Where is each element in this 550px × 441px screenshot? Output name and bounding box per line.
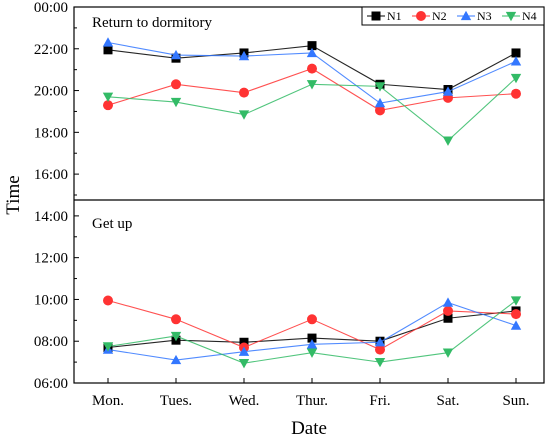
legend-marker <box>505 11 517 22</box>
data-point <box>307 41 317 51</box>
data-point <box>443 313 453 323</box>
data-point <box>510 296 522 306</box>
data-point <box>102 37 114 47</box>
data-point <box>238 110 250 120</box>
data-point <box>103 100 113 111</box>
data-point <box>306 47 318 58</box>
y-tick-label: 20:00 <box>34 84 68 100</box>
data-point <box>442 136 454 146</box>
data-point <box>510 56 522 66</box>
data-point <box>307 314 317 325</box>
y-tick-label: 22:00 <box>34 42 68 58</box>
plot-area <box>73 6 545 384</box>
y-tick-label: 16:00 <box>34 167 68 183</box>
y-tick-label: 12:00 <box>34 251 68 267</box>
data-point <box>170 49 182 60</box>
legend-label: N3 <box>477 9 492 23</box>
panel-label-getup: Get up <box>92 216 132 232</box>
y-tick-label: 18:00 <box>34 125 68 141</box>
data-point <box>374 82 386 92</box>
x-tick-label: Fri. <box>369 393 390 409</box>
data-point <box>102 92 114 103</box>
y-tick-label: 06:00 <box>34 376 68 392</box>
x-tick-label: Tues. <box>160 393 192 409</box>
data-point <box>375 105 385 116</box>
data-point <box>171 314 181 325</box>
data-point <box>375 344 385 355</box>
data-point <box>238 346 250 356</box>
y-tick-label: 14:00 <box>34 209 68 225</box>
x-tick-label: Thur. <box>296 393 328 409</box>
y-tick-label: 00:00 <box>34 0 68 16</box>
data-point <box>442 297 454 307</box>
data-point <box>239 337 249 347</box>
data-point <box>306 80 318 90</box>
legend-label: N4 <box>522 9 537 23</box>
panel-label-return: Return to dormitory <box>92 15 212 31</box>
data-point <box>170 354 182 365</box>
data-point <box>510 73 522 84</box>
data-point <box>374 357 386 368</box>
legend-marker <box>460 10 472 21</box>
legend: N1 N2 N3 N4 <box>361 6 545 26</box>
data-point <box>238 50 250 61</box>
data-point <box>511 48 521 58</box>
data-point <box>374 97 386 108</box>
data-point <box>171 79 181 90</box>
y-tick-label: 10:00 <box>34 292 68 308</box>
x-tick-label: Mon. <box>92 393 124 409</box>
data-point <box>510 320 522 330</box>
x-tick-label: Wed. <box>229 393 260 409</box>
data-point <box>306 348 318 358</box>
data-point <box>442 86 454 96</box>
legend-box <box>361 6 545 26</box>
data-point <box>307 333 317 343</box>
x-axis-title: Date <box>291 418 327 439</box>
data-point <box>170 331 182 342</box>
x-tick-label: Sun. <box>502 393 529 409</box>
series-n2 <box>103 63 521 355</box>
legend-marker <box>416 11 426 21</box>
data-point <box>306 339 318 349</box>
y-tick-label: 08:00 <box>34 334 68 350</box>
data-point <box>374 337 386 347</box>
x-tick-label: Sat. <box>437 393 460 409</box>
data-point <box>102 342 114 352</box>
data-point <box>170 97 182 108</box>
data-point <box>238 358 250 369</box>
data-point <box>307 63 317 74</box>
data-point <box>239 87 249 98</box>
legend-label: N2 <box>432 9 447 23</box>
legend-marker <box>371 11 381 21</box>
data-point <box>103 295 113 306</box>
data-point <box>442 348 454 358</box>
legend-label: N1 <box>387 9 402 23</box>
data-point <box>443 305 453 316</box>
y-axis-title: Time <box>3 175 24 214</box>
data-point <box>511 88 521 99</box>
data-point <box>103 45 113 55</box>
series-n4 <box>102 73 522 369</box>
data-point <box>511 309 521 320</box>
